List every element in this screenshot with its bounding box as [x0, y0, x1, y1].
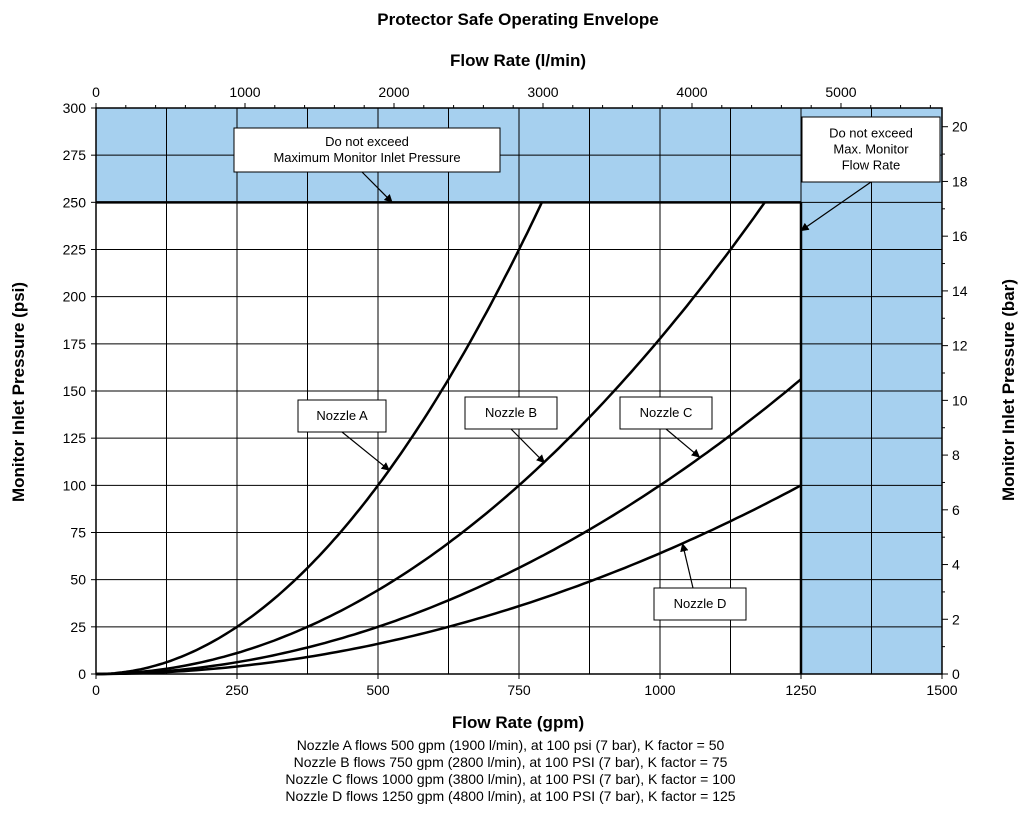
y-tick-label: 300 — [63, 100, 87, 116]
y-tick-label: 225 — [63, 242, 87, 258]
y-tick-label: 25 — [70, 619, 86, 635]
x-tick-label: 500 — [366, 682, 390, 698]
annotation-arrow — [510, 428, 545, 464]
y2-tick-label: 20 — [952, 119, 968, 135]
x-tick-label: 0 — [92, 682, 100, 698]
x2-tick-label: 2000 — [378, 84, 409, 100]
annotation-box — [464, 396, 558, 430]
y2-tick-label: 2 — [952, 611, 960, 627]
annotation-arrow — [361, 171, 393, 203]
annotation-text: Nozzle D — [674, 596, 727, 611]
y2-axis-title: Monitor Inlet Pressure (bar) — [999, 279, 1018, 501]
note-line: Nozzle A flows 500 gpm (1900 l/min), at … — [296, 737, 725, 753]
y2-tick-label: 6 — [952, 502, 960, 518]
x-tick-label: 750 — [507, 682, 531, 698]
annotation-arrow — [665, 428, 701, 458]
x2-tick-label: 0 — [92, 84, 100, 100]
annotation-text: Nozzle A — [316, 408, 368, 423]
y-tick-label: 50 — [70, 572, 86, 588]
y-tick-label: 150 — [63, 383, 87, 399]
x-tick-label: 1250 — [785, 682, 816, 698]
x-tick-label: 1000 — [644, 682, 675, 698]
y2-tick-label: 0 — [952, 666, 960, 682]
annotation-text: Flow Rate — [842, 158, 901, 173]
series-line-nozzle-b — [96, 201, 766, 676]
x-axis-title: Flow Rate (gpm) — [452, 713, 584, 732]
x2-tick-label: 4000 — [676, 84, 707, 100]
x2-axis-title: Flow Rate (l/min) — [450, 51, 586, 70]
x2-tick-label: 1000 — [229, 84, 260, 100]
y-tick-label: 250 — [63, 194, 87, 210]
x2-tick-label: 5000 — [825, 84, 856, 100]
y2-tick-label: 10 — [952, 392, 968, 408]
y2-tick-label: 18 — [952, 173, 968, 189]
annotation-box — [619, 396, 713, 430]
y-tick-label: 275 — [63, 147, 87, 163]
note-line: Nozzle B flows 750 gpm (2800 l/min), at … — [293, 754, 728, 770]
y-tick-label: 200 — [63, 289, 87, 305]
y-tick-label: 175 — [63, 336, 87, 352]
series-line-nozzle-d — [96, 484, 802, 676]
y-tick-label: 125 — [63, 430, 87, 446]
y-axis-title: Monitor Inlet Pressure (psi) — [9, 282, 28, 502]
y-tick-label: 75 — [70, 525, 86, 541]
annotation-arrow — [800, 181, 872, 232]
annotation-box — [297, 399, 387, 433]
annotation-text: Nozzle B — [485, 405, 537, 420]
y2-tick-label: 4 — [952, 557, 960, 573]
series-line-nozzle-a — [96, 201, 544, 676]
annotation-box — [653, 587, 747, 621]
annotation-text: Maximum Monitor Inlet Pressure — [273, 150, 460, 165]
x-tick-label: 1500 — [926, 682, 957, 698]
annotation-text: Nozzle C — [640, 405, 693, 420]
x-tick-label: 250 — [225, 682, 249, 698]
y2-tick-label: 14 — [952, 283, 968, 299]
note-line: Nozzle D flows 1250 gpm (4800 l/min), at… — [285, 788, 736, 804]
annotation-text: Do not exceed — [829, 126, 913, 141]
y2-tick-label: 12 — [952, 338, 968, 354]
series-line-nozzle-c — [96, 378, 802, 676]
note-line: Nozzle C flows 1000 gpm (3800 l/min), at… — [285, 771, 736, 787]
chart-title: Protector Safe Operating Envelope — [377, 10, 659, 29]
y2-tick-label: 16 — [952, 228, 968, 244]
annotation-text: Max. Monitor — [833, 142, 909, 157]
y2-tick-label: 8 — [952, 447, 960, 463]
annotation-arrow — [680, 543, 694, 589]
annotation-arrow — [341, 431, 390, 471]
x2-tick-label: 3000 — [527, 84, 558, 100]
annotation-box — [233, 127, 501, 173]
y-tick-label: 0 — [78, 666, 86, 682]
y-tick-label: 100 — [63, 477, 87, 493]
plot-area: 0 250 500 750 1000 1250 1500025507510012515017… — [63, 84, 968, 698]
annotation-box — [801, 116, 941, 183]
annotation-text: Do not exceed — [325, 134, 409, 149]
nozzle-notes: Nozzle A flows 500 gpm (1900 l/min), at … — [0, 737, 1021, 805]
